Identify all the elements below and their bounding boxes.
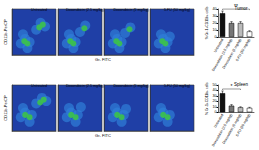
svg-text:Untreated: Untreated (213, 113, 225, 129)
svg-text:0: 0 (215, 35, 217, 39)
svg-text:Untreated: Untreated (31, 8, 47, 12)
svg-text:Doxorubicin (2.5 mg/kg): Doxorubicin (2.5 mg/kg) (66, 8, 104, 12)
svg-text:30: 30 (213, 94, 217, 98)
svg-text:Untreated: Untreated (213, 38, 225, 54)
svg-text:10: 10 (213, 105, 217, 109)
svg-text:40: 40 (213, 7, 217, 11)
svg-text:Tumor: Tumor (235, 6, 248, 11)
svg-text:10: 10 (213, 28, 217, 32)
svg-text:Doxorubicin (5 mg/kg): Doxorubicin (5 mg/kg) (221, 113, 243, 145)
svg-text:CD11b-PerCP: CD11b-PerCP (3, 95, 8, 121)
svg-text:0: 0 (215, 110, 217, 114)
svg-text:CD11b-PerCP: CD11b-PerCP (3, 19, 8, 45)
svg-text:Doxorubicin (2.5 mg/kg): Doxorubicin (2.5 mg/kg) (211, 113, 234, 148)
svg-text:Doxorubicin (5 mg/kg): Doxorubicin (5 mg/kg) (113, 8, 148, 12)
svg-text:5-FU (50 mg/kg): 5-FU (50 mg/kg) (164, 8, 190, 12)
svg-text:5-FU (50 mg/kg): 5-FU (50 mg/kg) (235, 38, 251, 62)
svg-text:Doxorubicin (5 mg/kg): Doxorubicin (5 mg/kg) (113, 84, 148, 88)
svg-text:Doxorubicin (5 mg/kg): Doxorubicin (5 mg/kg) (221, 38, 243, 70)
svg-text:50: 50 (213, 83, 217, 87)
svg-text:20: 20 (213, 99, 217, 103)
svg-text:Untreated: Untreated (31, 84, 47, 88)
svg-text:30: 30 (213, 14, 217, 18)
svg-text:% Gr-1+CD11b+ cells: % Gr-1+CD11b+ cells (205, 82, 209, 115)
svg-text:5-FU (50 mg/kg): 5-FU (50 mg/kg) (164, 84, 190, 88)
svg-text:Doxorubicin (2.5 mg/kg): Doxorubicin (2.5 mg/kg) (211, 38, 234, 72)
svg-text:20: 20 (213, 21, 217, 25)
svg-text:40: 40 (213, 88, 217, 92)
svg-text:% Gr-1+CD11b+ cells: % Gr-1+CD11b+ cells (205, 6, 209, 39)
svg-text:Gr- FITC: Gr- FITC (95, 57, 111, 62)
svg-text:*: * (231, 83, 233, 89)
svg-text:5-FU (50 mg/kg): 5-FU (50 mg/kg) (235, 113, 251, 137)
svg-text:Spleen: Spleen (234, 82, 249, 87)
svg-text:Gr- FITC: Gr- FITC (95, 133, 111, 138)
svg-text:Doxorubicin (2.5 mg/kg): Doxorubicin (2.5 mg/kg) (66, 84, 104, 88)
